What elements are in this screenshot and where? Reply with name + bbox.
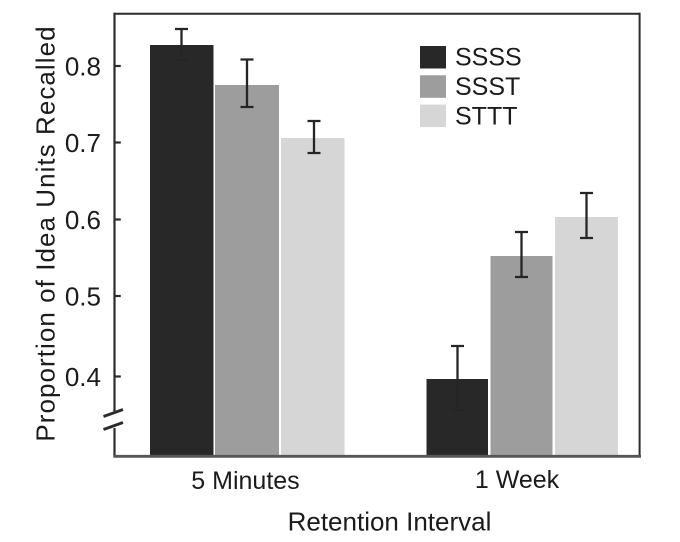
svg-text:0.6: 0.6	[65, 205, 101, 235]
svg-text:SSST: SSST	[455, 73, 520, 101]
svg-text:Retention Interval: Retention Interval	[288, 506, 492, 536]
svg-text:0.7: 0.7	[65, 128, 101, 158]
svg-text:Proportion of Idea Units Recal: Proportion of Idea Units Recalled	[31, 25, 61, 441]
svg-text:STTT: STTT	[455, 103, 518, 131]
svg-text:0.4: 0.4	[65, 362, 101, 392]
svg-text:0.8: 0.8	[65, 51, 101, 81]
svg-text:SSSS: SSSS	[455, 44, 522, 72]
svg-text:5 Minutes: 5 Minutes	[191, 467, 299, 495]
svg-text:0.5: 0.5	[65, 281, 101, 311]
svg-text:1 Week: 1 Week	[475, 466, 560, 494]
